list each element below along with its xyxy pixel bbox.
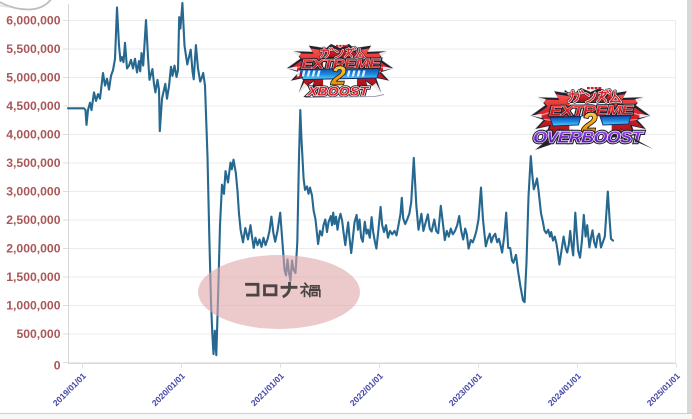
- svg-text:EXTREME: EXTREME: [301, 56, 381, 72]
- svg-text:2,000,000: 2,000,000: [6, 241, 60, 255]
- svg-text:6,000,000: 6,000,000: [6, 13, 60, 27]
- svg-text:OVERBOOST: OVERBOOST: [533, 128, 645, 146]
- svg-text:EXTREME: EXTREME: [301, 56, 381, 72]
- svg-text:2,500,000: 2,500,000: [6, 213, 60, 227]
- svg-text:5,500,000: 5,500,000: [6, 42, 60, 56]
- svg-text:OVERBOOST: OVERBOOST: [533, 128, 645, 146]
- svg-text:4,000,000: 4,000,000: [6, 127, 60, 141]
- svg-text:0: 0: [54, 358, 61, 372]
- svg-text:3,000,000: 3,000,000: [6, 184, 60, 198]
- svg-text:XBOOST: XBOOST: [306, 84, 370, 98]
- svg-text:EXTREME: EXTREME: [549, 103, 635, 119]
- svg-text:EXTREME: EXTREME: [549, 103, 635, 119]
- svg-text:5,000,000: 5,000,000: [6, 70, 60, 84]
- svg-text:4,500,000: 4,500,000: [6, 99, 60, 113]
- svg-text:XBOOST: XBOOST: [306, 84, 370, 98]
- svg-text:500,000: 500,000: [16, 327, 60, 341]
- svg-text:1,000,000: 1,000,000: [6, 298, 60, 312]
- svg-text:1,500,000: 1,500,000: [6, 270, 60, 284]
- svg-text:2: 2: [330, 61, 346, 91]
- svg-text:2: 2: [581, 108, 597, 138]
- svg-text:3,500,000: 3,500,000: [6, 156, 60, 170]
